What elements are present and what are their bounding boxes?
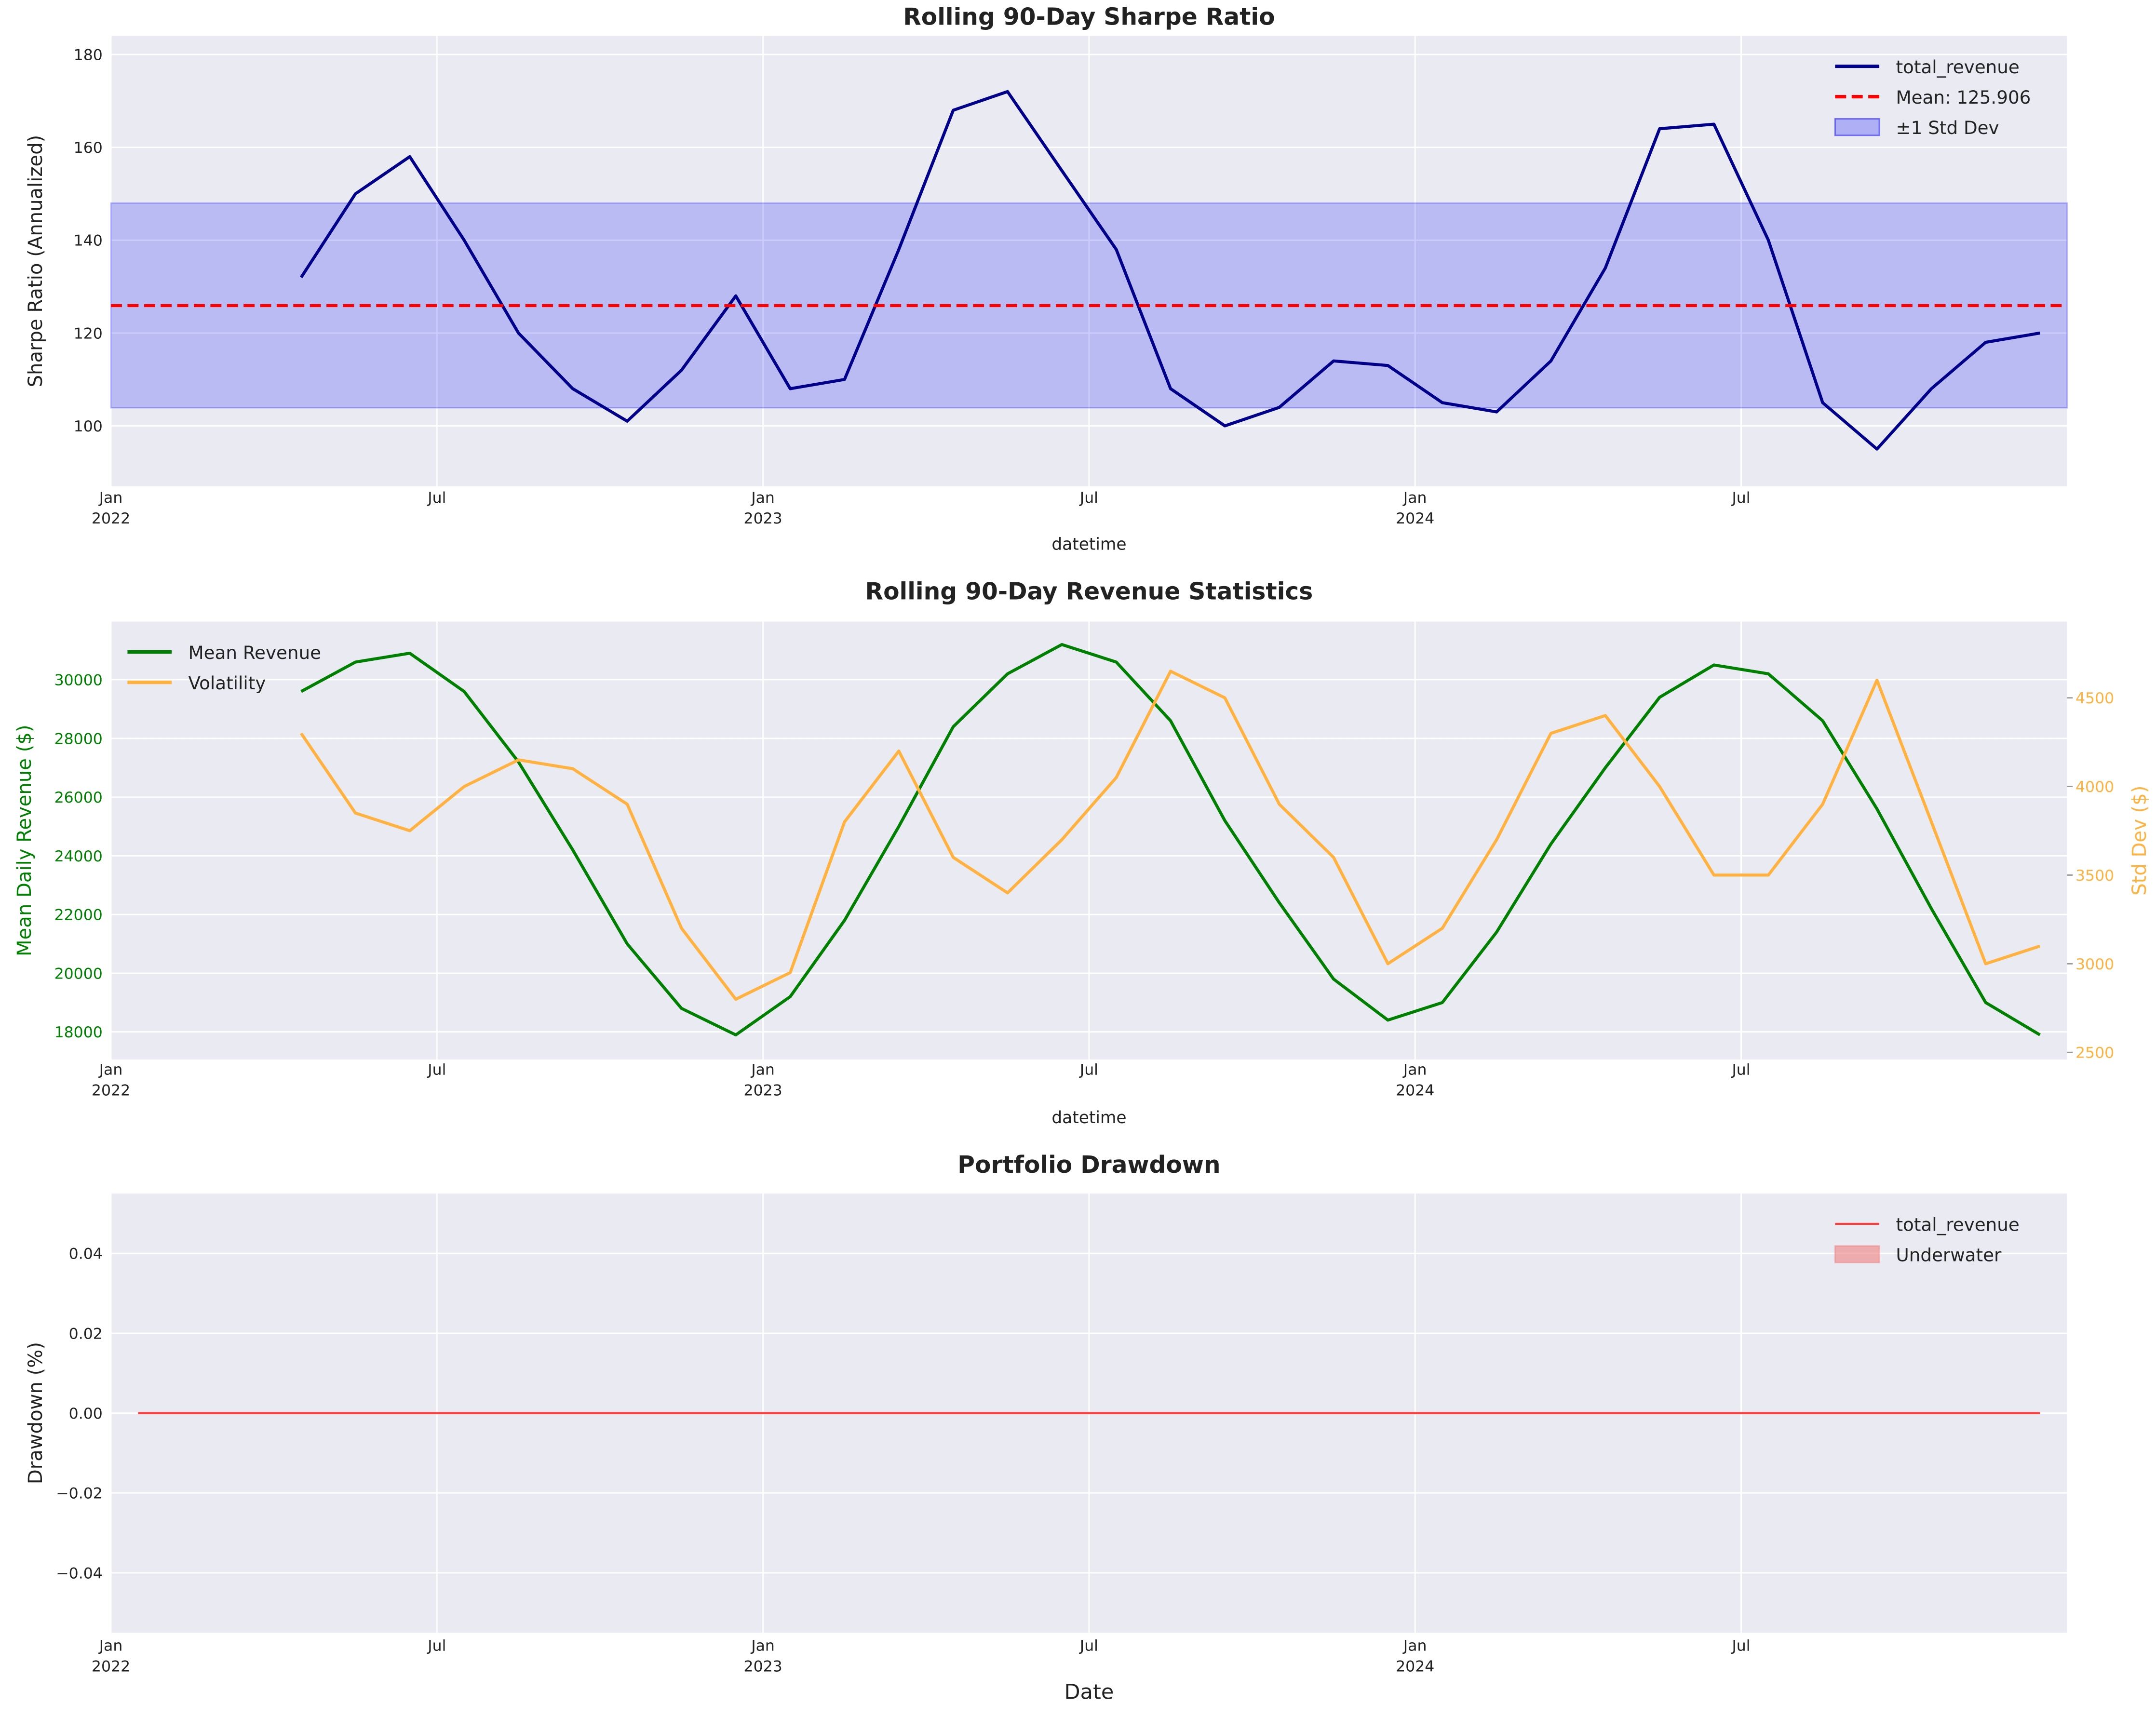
x-tick-label: Jan 2023 <box>744 1061 782 1099</box>
x-tick-label-line: 2023 <box>744 510 782 527</box>
x-tick-label: Jul <box>427 1061 446 1078</box>
x-axis-label: datetime <box>1051 1108 1126 1127</box>
chart-title: Portfolio Drawdown <box>957 1152 1220 1179</box>
x-tick-label: Jan 2023 <box>744 1637 782 1675</box>
y2-axis-label: Std Dev ($) <box>2129 786 2151 896</box>
x-tick-label-line: Jul <box>1731 489 1750 507</box>
x-tick-label-line: 2023 <box>744 1658 782 1675</box>
x-tick-label-line: Jan <box>750 1061 775 1078</box>
x-tick-label: Jul <box>1079 1637 1098 1654</box>
y2-tick-label: 3000 <box>2075 956 2114 973</box>
legend-label: Underwater <box>1896 1244 2002 1265</box>
x-tick-label: Jul <box>427 1637 446 1654</box>
x-tick-label: Jan 2022 <box>92 1637 130 1675</box>
x-tick-label-line: 2024 <box>1396 510 1434 527</box>
x-tick-label: Jul <box>1731 489 1750 507</box>
y-axis-label: Mean Daily Revenue ($) <box>13 724 36 956</box>
x-axis-label: datetime <box>1051 535 1126 554</box>
x-tick-label-line: 2024 <box>1396 1082 1434 1099</box>
legend-label: total_revenue <box>1896 56 2019 78</box>
x-axis-label: Date <box>1065 1680 1114 1704</box>
x-tick-label-line: Jan <box>750 1637 775 1654</box>
y-tick-label: −0.04 <box>56 1565 103 1582</box>
y-tick-label: 26000 <box>54 789 103 806</box>
chart-title: Rolling 90-Day Revenue Statistics <box>865 578 1313 605</box>
x-tick-label-line: Jul <box>1079 1061 1098 1078</box>
x-tick-label-line: Jul <box>1731 1637 1750 1654</box>
y-tick-label: 160 <box>74 139 103 157</box>
x-tick-label-line: Jul <box>427 1061 446 1078</box>
x-tick-label-line: Jan <box>98 489 123 507</box>
legend-swatch <box>1834 1245 1880 1263</box>
y-tick-label: 100 <box>74 418 103 435</box>
x-tick-label: Jan 2022 <box>92 489 130 527</box>
x-tick-label-line: Jul <box>1731 1061 1750 1078</box>
series-line <box>300 90 2040 451</box>
y-axis-label: Drawdown (%) <box>25 1342 47 1484</box>
legend-label: total_revenue <box>1896 1214 2019 1235</box>
y2-tick-label: 3500 <box>2075 867 2114 885</box>
x-tick-label-line: 2022 <box>92 510 130 527</box>
y-tick-label: 22000 <box>54 907 103 924</box>
y-tick-label: 180 <box>74 46 103 64</box>
series-line <box>300 643 2041 1037</box>
x-tick-label: Jan 2022 <box>92 1061 130 1099</box>
y-tick-label: 0.02 <box>69 1325 103 1342</box>
x-tick-label: Jan 2024 <box>1396 489 1434 527</box>
x-tick-label-line: 2024 <box>1396 1658 1434 1675</box>
y-tick-label: 0.04 <box>69 1246 103 1263</box>
x-tick-label-line: Jan <box>1402 1061 1427 1078</box>
y2-tick-label: 4500 <box>2075 690 2114 707</box>
y-tick-label: 24000 <box>54 848 103 865</box>
y-tick-label: 120 <box>74 325 103 342</box>
x-tick-label: Jan 2024 <box>1396 1061 1434 1099</box>
x-tick-label-line: Jul <box>427 489 446 507</box>
legend-label: ±1 Std Dev <box>1896 117 1999 138</box>
y-tick-label: 28000 <box>54 730 103 748</box>
x-tick-label-line: 2022 <box>92 1658 130 1675</box>
x-tick-label: Jul <box>1079 1061 1098 1078</box>
x-tick-label-line: Jul <box>1079 1637 1098 1654</box>
series-line <box>300 670 2041 1001</box>
y-tick-label: −0.02 <box>56 1485 103 1502</box>
y-tick-label: 30000 <box>54 672 103 689</box>
legend-label: Mean: 125.906 <box>1896 87 2031 108</box>
legend-label: Mean Revenue <box>189 642 322 663</box>
x-tick-label-line: Jul <box>427 1637 446 1654</box>
legend-label: Volatility <box>189 672 266 694</box>
x-tick-label-line: Jan <box>98 1637 123 1654</box>
y2-tick-label: 4000 <box>2075 778 2114 796</box>
x-tick-label-line: Jan <box>1402 489 1427 507</box>
x-tick-label-line: Jul <box>1079 489 1098 507</box>
chart-title: Rolling 90-Day Sharpe Ratio <box>903 4 1275 31</box>
x-tick-label: Jul <box>427 489 446 507</box>
x-tick-label-line: 2023 <box>744 1082 782 1099</box>
y-tick-label: 140 <box>74 232 103 250</box>
x-tick-label: Jan 2023 <box>744 489 782 527</box>
y-tick-label: 20000 <box>54 965 103 982</box>
x-tick-label: Jan 2024 <box>1396 1637 1434 1675</box>
legend-swatch <box>1834 118 1880 136</box>
x-tick-label: Jul <box>1731 1061 1750 1078</box>
x-tick-label-line: Jan <box>750 489 775 507</box>
y2-tick-label: 2500 <box>2075 1045 2114 1062</box>
y-tick-label: 0.00 <box>69 1405 103 1422</box>
x-tick-label-line: 2022 <box>92 1082 130 1099</box>
x-tick-label: Jul <box>1079 489 1098 507</box>
x-tick-label: Jul <box>1731 1637 1750 1654</box>
x-tick-label-line: Jan <box>98 1061 123 1078</box>
y-tick-label: 18000 <box>54 1024 103 1041</box>
y-axis-label: Sharpe Ratio (Annualized) <box>25 135 47 388</box>
x-tick-label-line: Jan <box>1402 1637 1427 1654</box>
